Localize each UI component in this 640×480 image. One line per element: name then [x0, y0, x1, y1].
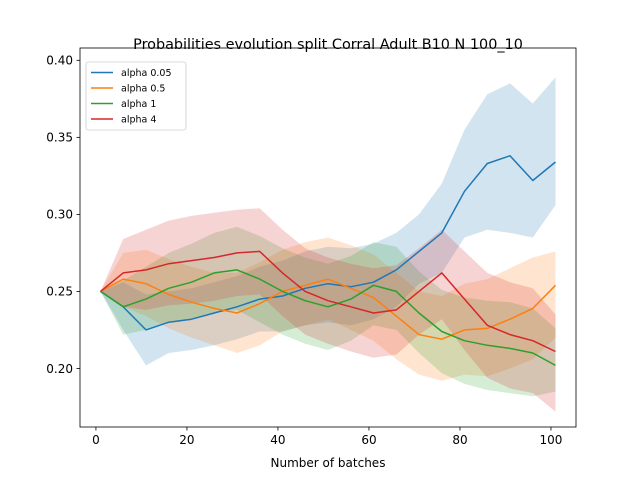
legend-label: alpha 4	[121, 114, 156, 125]
x-axis: 0 20 40 60 80 100	[92, 427, 562, 447]
x-tick-label: 60	[361, 433, 376, 447]
x-tick-label: 40	[270, 433, 285, 447]
band-series-3	[100, 208, 556, 412]
series-lines	[100, 155, 557, 367]
y-tick-label: 0.25	[46, 285, 73, 299]
chart-title: Probabilities evolution split Corral Adu…	[133, 37, 523, 53]
band-series-2	[100, 226, 556, 397]
y-tick-label: 0.20	[46, 362, 73, 376]
band-series-0	[100, 77, 556, 366]
legend-box	[85, 61, 187, 131]
x-tick-label: 80	[452, 433, 467, 447]
legend-label: alpha 0.5	[121, 83, 165, 94]
x-tick-label: 0	[92, 433, 100, 447]
plot-area-frame	[79, 47, 577, 428]
x-tick-label: 20	[179, 433, 194, 447]
legend-label: alpha 1	[121, 99, 156, 110]
legend-label: alpha 0.05	[121, 68, 172, 79]
line-series-2	[100, 269, 556, 367]
line-series-0	[100, 155, 556, 331]
y-axis: 0.20 0.25 0.30 0.35 0.40	[46, 54, 80, 376]
line-series-1	[100, 278, 557, 340]
x-tick-label: 100	[540, 433, 563, 447]
legend: alpha 0.05 alpha 0.5 alpha 1 alpha 4	[85, 61, 187, 131]
y-tick-label: 0.35	[46, 131, 73, 145]
line-series-3	[100, 250, 556, 353]
y-tick-label: 0.40	[46, 54, 73, 68]
y-tick-label: 0.30	[46, 208, 73, 222]
x-axis-label: Number of batches	[271, 456, 386, 470]
